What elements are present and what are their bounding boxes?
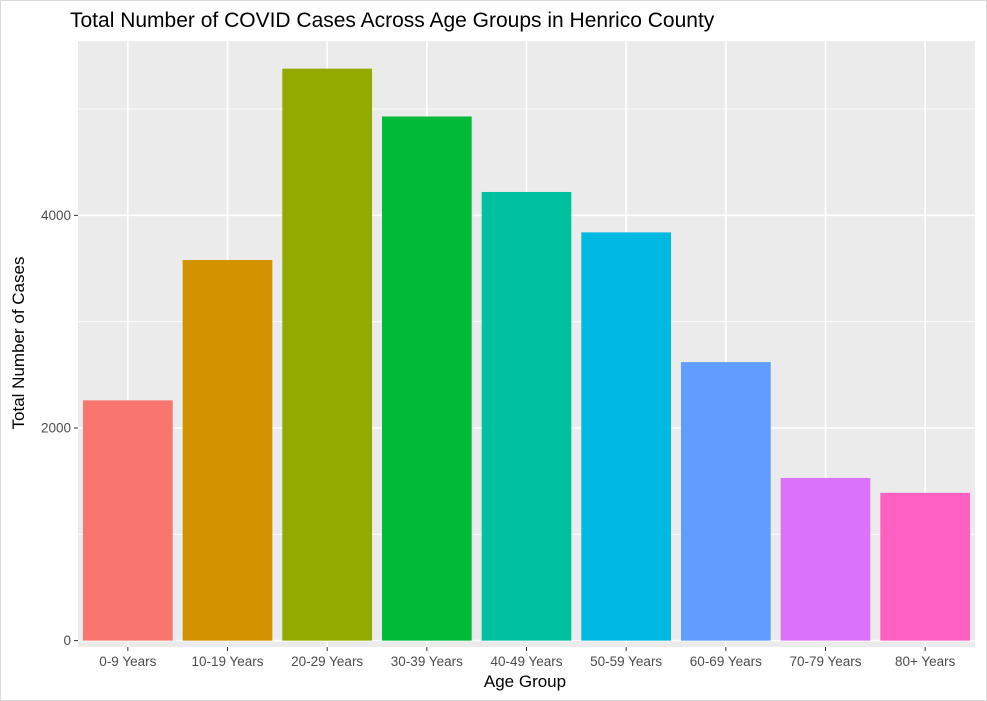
chart-title: Total Number of COVID Cases Across Age G… <box>70 9 715 32</box>
bar <box>680 362 771 641</box>
x-tick-label: 20-29 Years <box>291 654 363 669</box>
bar <box>182 260 273 641</box>
bar <box>780 477 871 641</box>
y-tick-label: 2000 <box>41 420 71 435</box>
y-tick-label: 0 <box>63 633 71 648</box>
bar <box>581 232 672 641</box>
x-tick-label: 50-59 Years <box>590 654 662 669</box>
bar <box>282 68 373 641</box>
x-tick-label: 80+ Years <box>895 654 956 669</box>
y-axis-title: Total Number of Cases <box>9 257 28 430</box>
x-axis-title: Age Group <box>484 672 566 691</box>
y-axis: 0 2000 4000 <box>41 208 78 648</box>
x-axis: 0-9 Years 10-19 Years 20-29 Years 30-39 Yea… <box>99 647 956 669</box>
bar <box>381 116 472 641</box>
x-tick-label: 10-19 Years <box>191 654 263 669</box>
plot-panel <box>78 41 975 647</box>
x-tick-label: 60-69 Years <box>690 654 762 669</box>
bar <box>481 191 572 641</box>
bar <box>82 400 173 641</box>
x-tick-label: 70-79 Years <box>789 654 861 669</box>
y-tick-label: 4000 <box>41 208 71 223</box>
x-tick-label: 30-39 Years <box>391 654 463 669</box>
x-tick-label: 0-9 Years <box>99 654 156 669</box>
bar <box>880 492 971 641</box>
x-tick-label: 40-49 Years <box>490 654 562 669</box>
